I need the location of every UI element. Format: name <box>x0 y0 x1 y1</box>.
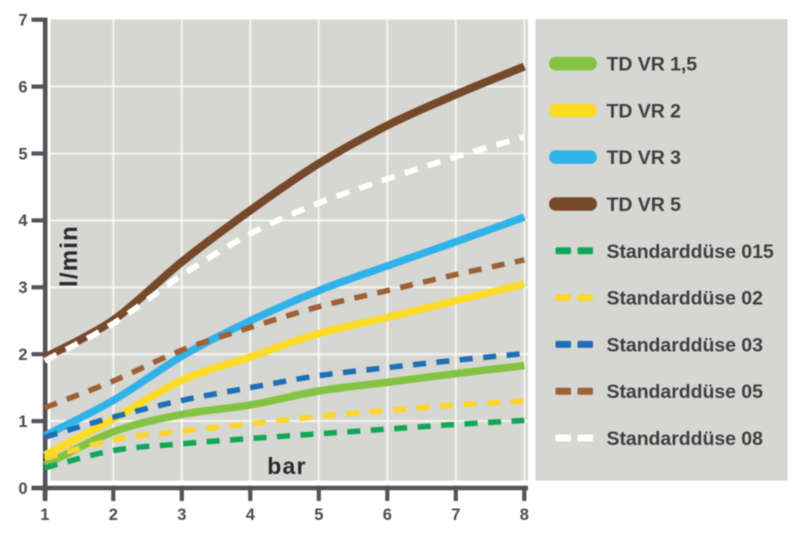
svg-text:TD VR 3: TD VR 3 <box>607 147 682 169</box>
svg-text:Standarddüse 05: Standarddüse 05 <box>607 381 764 403</box>
svg-text:4: 4 <box>18 212 28 230</box>
svg-text:7: 7 <box>451 506 460 524</box>
svg-text:2: 2 <box>18 346 27 364</box>
svg-text:0: 0 <box>18 480 27 498</box>
svg-text:TD VR 1,5: TD VR 1,5 <box>607 54 698 76</box>
svg-text:2: 2 <box>109 506 118 524</box>
svg-text:3: 3 <box>18 279 27 297</box>
svg-text:8: 8 <box>520 506 529 524</box>
svg-text:bar: bar <box>267 453 306 479</box>
svg-text:5: 5 <box>314 506 323 524</box>
svg-text:Standarddüse 02: Standarddüse 02 <box>607 288 764 310</box>
svg-text:6: 6 <box>18 78 27 96</box>
svg-text:Standarddüse 03: Standarddüse 03 <box>607 334 764 356</box>
svg-text:1: 1 <box>40 506 49 524</box>
svg-text:4: 4 <box>246 506 256 524</box>
svg-text:Standarddüse 08: Standarddüse 08 <box>607 428 764 450</box>
svg-text:1: 1 <box>18 413 27 431</box>
svg-text:TD VR 2: TD VR 2 <box>607 100 682 122</box>
svg-text:3: 3 <box>177 506 186 524</box>
svg-text:5: 5 <box>18 145 27 163</box>
svg-text:TD VR 5: TD VR 5 <box>607 194 682 216</box>
svg-text:7: 7 <box>18 12 27 30</box>
svg-text:6: 6 <box>383 506 392 524</box>
svg-text:l/min: l/min <box>56 225 83 287</box>
svg-text:Standarddüse 015: Standarddüse 015 <box>607 241 774 263</box>
